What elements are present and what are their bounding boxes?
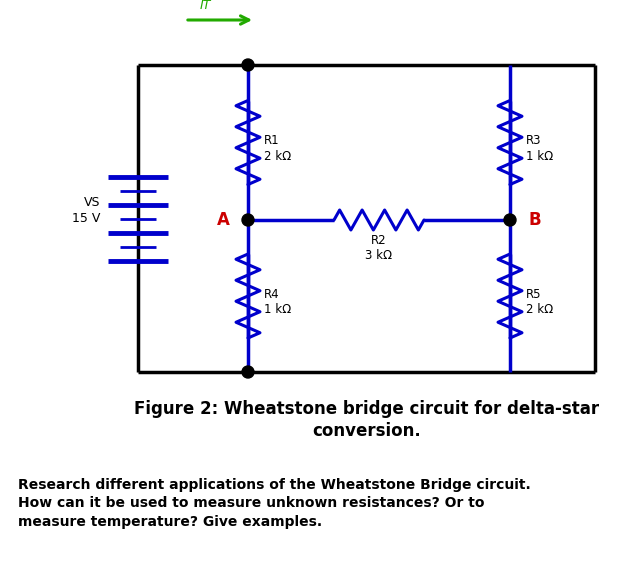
Text: A: A xyxy=(217,211,230,229)
Text: Research different applications of the Wheatstone Bridge circuit.
How can it be : Research different applications of the W… xyxy=(18,478,531,529)
Text: R1
2 kΩ: R1 2 kΩ xyxy=(264,134,291,162)
Text: R2
3 kΩ: R2 3 kΩ xyxy=(366,234,392,262)
Text: B: B xyxy=(528,211,541,229)
Text: VS
15 V: VS 15 V xyxy=(72,196,100,225)
Text: IT: IT xyxy=(200,0,212,12)
Circle shape xyxy=(242,59,254,71)
Text: R3
1 kΩ: R3 1 kΩ xyxy=(526,134,553,162)
Text: Figure 2: Wheatstone bridge circuit for delta-star
conversion.: Figure 2: Wheatstone bridge circuit for … xyxy=(134,400,599,440)
Circle shape xyxy=(242,366,254,378)
Text: R5
2 kΩ: R5 2 kΩ xyxy=(526,288,553,316)
Text: R4
1 kΩ: R4 1 kΩ xyxy=(264,288,291,316)
Circle shape xyxy=(242,214,254,226)
Circle shape xyxy=(504,214,516,226)
